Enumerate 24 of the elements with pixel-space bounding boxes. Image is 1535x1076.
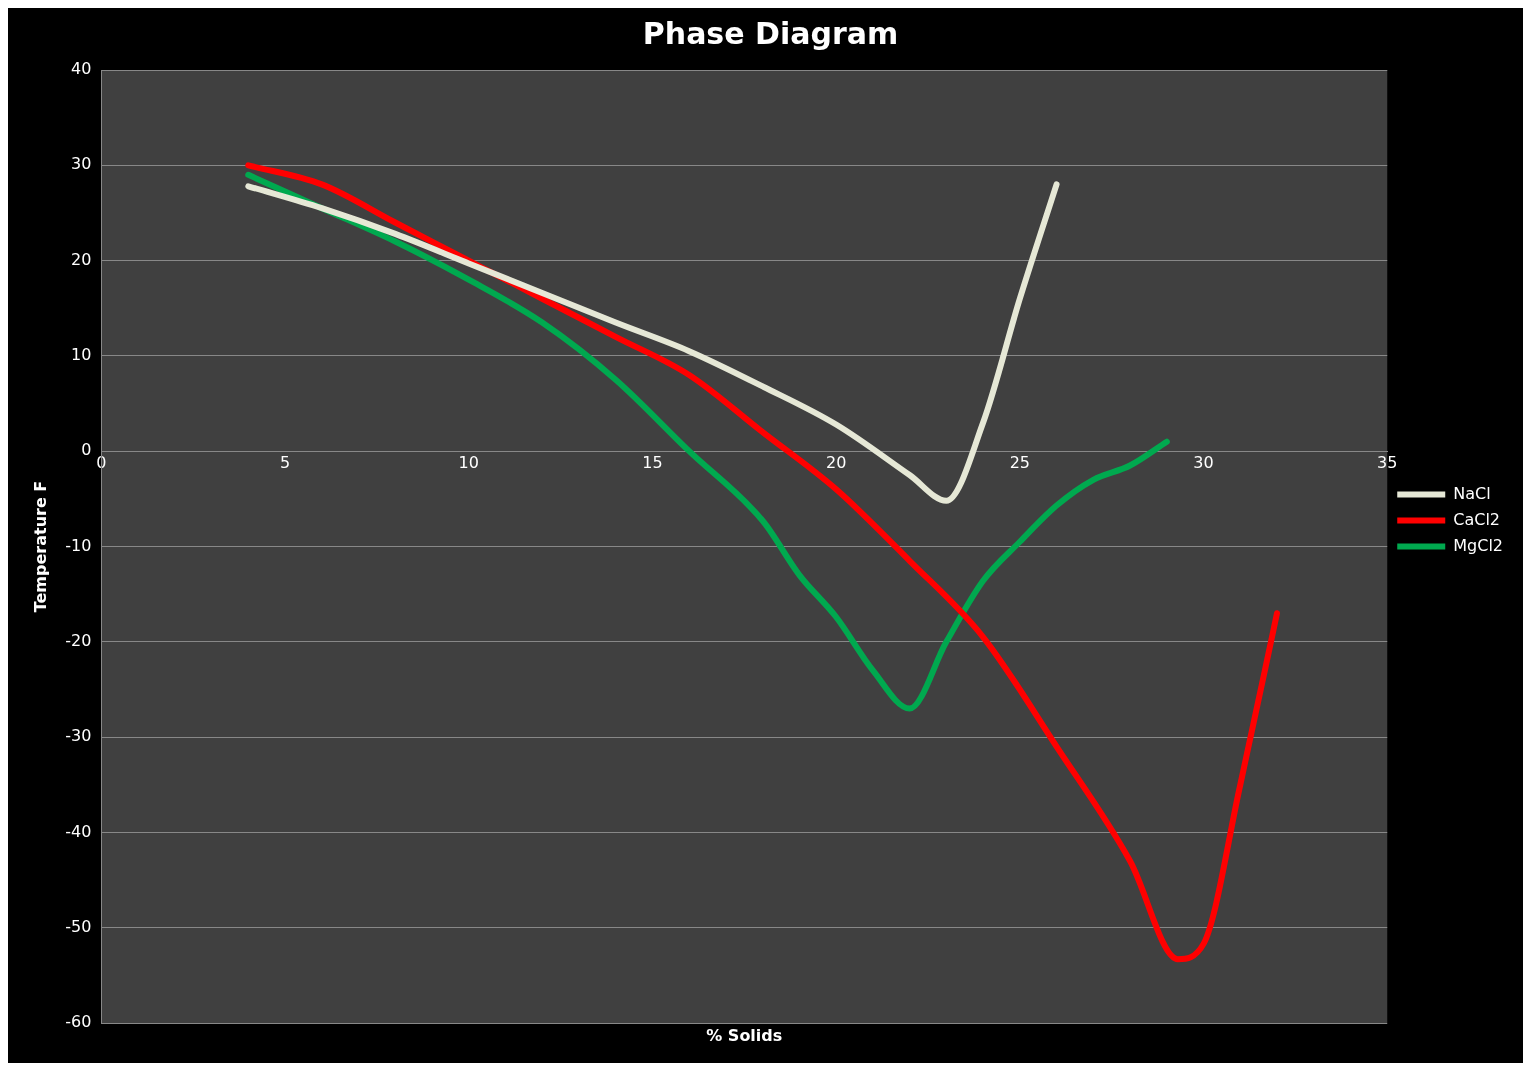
x-tick-label: 10 <box>458 452 479 472</box>
y-axis-title: Temperature F <box>30 480 50 613</box>
y-tick-label: 40 <box>70 59 92 79</box>
chart-title: Phase Diagram <box>642 15 899 51</box>
x-tick-label: 15 <box>642 452 663 472</box>
x-axis-title: % Solids <box>706 1026 783 1046</box>
x-tick-label: 20 <box>825 452 847 472</box>
y-tick-label: -60 <box>65 1012 92 1032</box>
legend-label: NaCl <box>1453 483 1491 503</box>
x-tick-label: 30 <box>1193 452 1214 472</box>
y-tick-label: -20 <box>65 630 92 650</box>
y-tick-label: -50 <box>65 916 92 936</box>
legend-label: MgCl2 <box>1453 535 1504 555</box>
y-tick-label: 30 <box>70 154 92 174</box>
y-tick-label: 10 <box>70 345 92 365</box>
x-tick-label: 35 <box>1377 452 1398 472</box>
x-tick-label: 5 <box>279 452 291 472</box>
x-tick-label: 25 <box>1009 452 1031 472</box>
legend-label: CaCl2 <box>1453 509 1501 529</box>
y-tick-label: -10 <box>65 535 92 555</box>
y-tick-label: 20 <box>70 249 92 269</box>
x-tick-label: 0 <box>96 452 107 472</box>
y-tick-label: -40 <box>65 821 92 841</box>
y-tick-label: -30 <box>65 726 92 746</box>
